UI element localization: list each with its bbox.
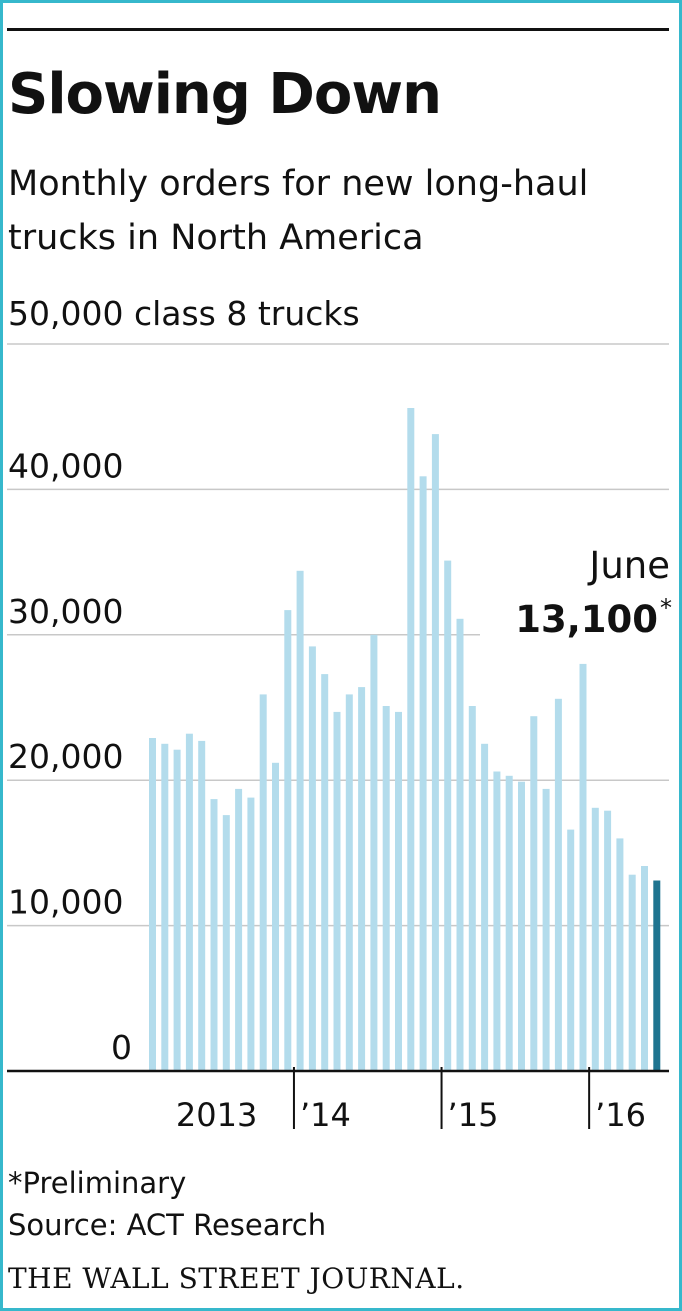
- unit-label: 50,000 class 8 trucks: [8, 294, 360, 333]
- bar: [604, 810, 612, 1071]
- bar: [591, 807, 599, 1071]
- bar: [370, 634, 378, 1071]
- annotation-mark: *: [660, 594, 672, 622]
- bar: [616, 838, 624, 1071]
- bar: [321, 674, 329, 1071]
- bar: [382, 706, 390, 1071]
- y-tick-label: 20,000: [8, 737, 123, 776]
- footnote: *Preliminary: [8, 1166, 187, 1200]
- bar: [407, 408, 415, 1071]
- x-tick-label: ’15: [448, 1096, 499, 1134]
- x-tick-label: ’14: [300, 1096, 351, 1134]
- bar: [395, 711, 402, 1071]
- y-tick-label: 30,000: [8, 592, 123, 631]
- bar: [222, 815, 230, 1071]
- source: Source: ACT Research: [8, 1208, 327, 1242]
- bar: [185, 733, 193, 1071]
- bar: [308, 646, 316, 1071]
- bar: [149, 738, 156, 1071]
- x-tick-label: ’16: [595, 1096, 646, 1134]
- top-rule: [7, 28, 669, 31]
- tick-labels: 40,000 30,000 20,000 10,000 0 2013 ’14 ’15 ’16: [7, 446, 669, 1134]
- bar: [272, 762, 279, 1071]
- bar: [210, 799, 218, 1071]
- bar: [493, 771, 501, 1071]
- bars: [149, 408, 661, 1072]
- bar: [284, 610, 292, 1071]
- bar: [542, 788, 550, 1071]
- chart-subtitle: Monthly orders for new long-haul trucks …: [8, 164, 589, 258]
- bar: [641, 866, 648, 1071]
- bar: [518, 781, 525, 1071]
- bar: [235, 788, 243, 1071]
- annotation-value: 13,100: [515, 598, 658, 641]
- bar: [345, 694, 353, 1071]
- bar: [358, 687, 366, 1071]
- bar-highlight: [653, 880, 661, 1071]
- bar: [247, 797, 255, 1071]
- annotation-month: June: [587, 544, 670, 587]
- bar: [259, 694, 267, 1071]
- publisher-logo: THE WALL STREET JOURNAL.: [8, 1262, 465, 1295]
- bar: [161, 743, 169, 1071]
- chart-title: Slowing Down: [8, 62, 442, 127]
- bar: [431, 434, 439, 1072]
- x-tick-label: 2013: [176, 1096, 257, 1134]
- y-tick-label: 0: [111, 1028, 132, 1067]
- annotation-value-group: 13,100: [515, 598, 658, 641]
- bar: [567, 829, 575, 1071]
- bar: [296, 570, 304, 1071]
- bar: [554, 698, 562, 1071]
- bar: [198, 740, 206, 1071]
- bar: [419, 476, 427, 1071]
- bar: [444, 560, 452, 1071]
- bar: [505, 775, 513, 1071]
- bar: [628, 874, 636, 1071]
- y-tick-label: 40,000: [8, 446, 123, 485]
- bar: [481, 743, 489, 1071]
- bar: [579, 663, 587, 1071]
- bar: [456, 618, 464, 1071]
- y-tick-label: 10,000: [8, 883, 123, 922]
- bar-chart: 40,000 30,000 20,000 10,000 0 2013 ’14 ’15 ’16 J…: [7, 343, 672, 1134]
- bar: [530, 716, 538, 1071]
- bar: [468, 706, 476, 1071]
- bar: [333, 711, 341, 1071]
- bar: [173, 749, 181, 1071]
